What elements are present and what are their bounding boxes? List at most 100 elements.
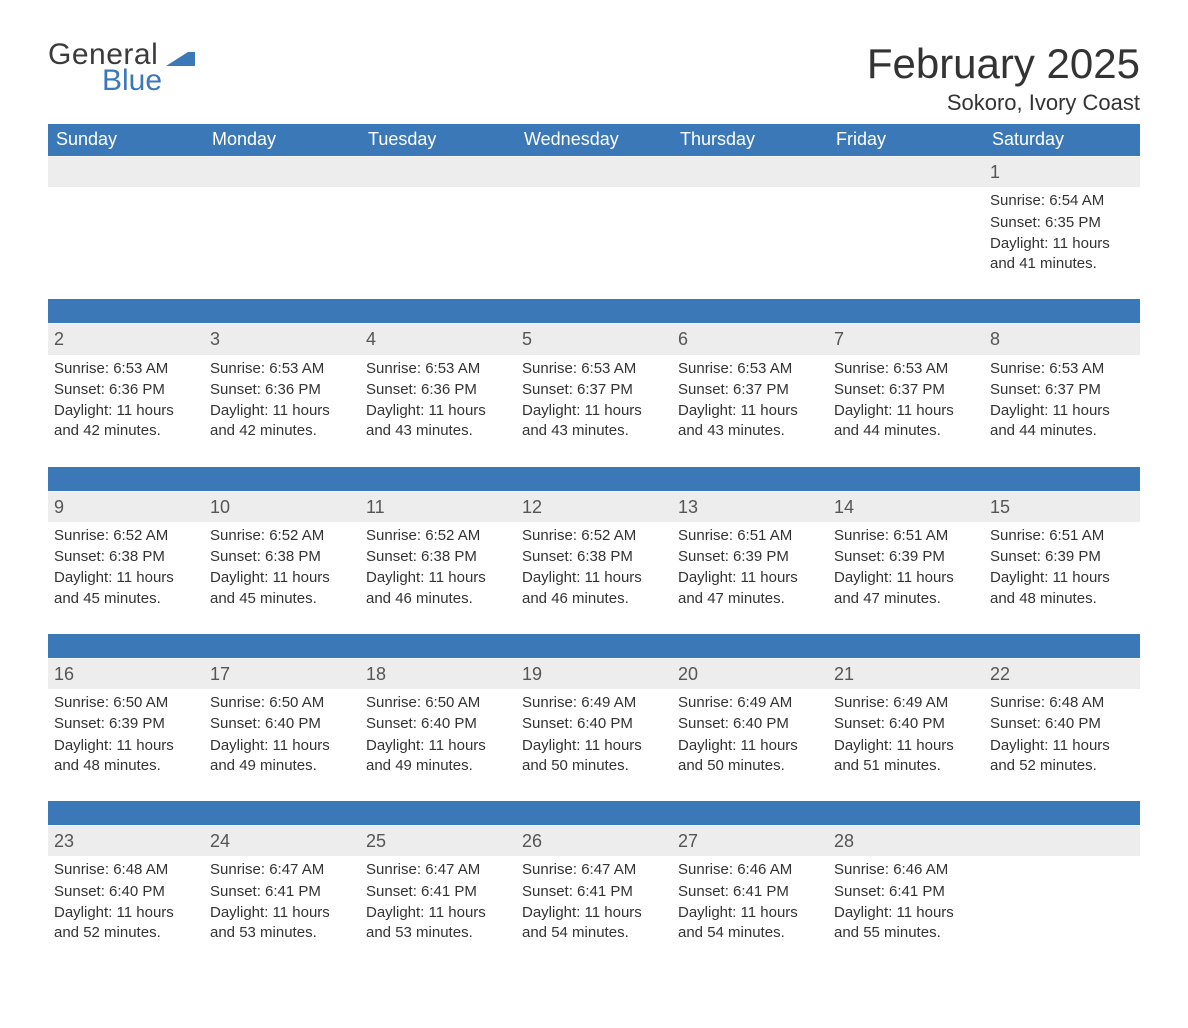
day-number: 26 bbox=[516, 826, 672, 856]
calendar-table: SundayMondayTuesdayWednesdayThursdayFrid… bbox=[48, 124, 1140, 968]
calendar-cell: Sunrise: 6:48 AMSunset: 6:40 PMDaylight:… bbox=[48, 856, 204, 968]
sunrise-line: Sunrise: 6:53 AM bbox=[54, 359, 196, 379]
sunset-line: Sunset: 6:41 PM bbox=[678, 882, 820, 902]
calendar-cell: Sunrise: 6:46 AMSunset: 6:41 PMDaylight:… bbox=[828, 856, 984, 968]
daylight-line: Daylight: 11 hours and 52 minutes. bbox=[54, 903, 196, 944]
daylight-line: Daylight: 11 hours and 42 minutes. bbox=[210, 401, 352, 442]
weekday-header: Sunday bbox=[48, 124, 204, 157]
sunrise-line: Sunrise: 6:48 AM bbox=[990, 693, 1132, 713]
day-number: 24 bbox=[204, 826, 360, 856]
daylight-line: Daylight: 11 hours and 43 minutes. bbox=[522, 401, 664, 442]
sunset-line: Sunset: 6:38 PM bbox=[366, 547, 508, 567]
calendar-cell: Sunrise: 6:50 AMSunset: 6:39 PMDaylight:… bbox=[48, 689, 204, 801]
daylight-line: Daylight: 11 hours and 45 minutes. bbox=[54, 568, 196, 609]
day-number: 5 bbox=[516, 324, 672, 354]
week-separator bbox=[48, 299, 1140, 324]
daylight-line: Daylight: 11 hours and 54 minutes. bbox=[678, 903, 820, 944]
title-block: February 2025 Sokoro, Ivory Coast bbox=[867, 40, 1140, 116]
calendar-cell: Sunrise: 6:47 AMSunset: 6:41 PMDaylight:… bbox=[204, 856, 360, 968]
calendar-header-row: SundayMondayTuesdayWednesdayThursdayFrid… bbox=[48, 124, 1140, 157]
day-number: 9 bbox=[48, 492, 204, 522]
sunset-line: Sunset: 6:41 PM bbox=[366, 882, 508, 902]
brand-flag-icon bbox=[166, 48, 200, 77]
day-number: 16 bbox=[48, 659, 204, 689]
daylight-line: Daylight: 11 hours and 46 minutes. bbox=[522, 568, 664, 609]
sunrise-line: Sunrise: 6:54 AM bbox=[990, 191, 1132, 211]
sunset-line: Sunset: 6:38 PM bbox=[54, 547, 196, 567]
day-number: 7 bbox=[828, 324, 984, 354]
calendar-cell: Sunrise: 6:50 AMSunset: 6:40 PMDaylight:… bbox=[204, 689, 360, 801]
sunrise-line: Sunrise: 6:51 AM bbox=[678, 526, 820, 546]
sunset-line: Sunset: 6:39 PM bbox=[834, 547, 976, 567]
calendar-cell: Sunrise: 6:49 AMSunset: 6:40 PMDaylight:… bbox=[516, 689, 672, 801]
sunset-line: Sunset: 6:35 PM bbox=[990, 213, 1132, 233]
week-content-row: Sunrise: 6:50 AMSunset: 6:39 PMDaylight:… bbox=[48, 689, 1140, 801]
daylight-line: Daylight: 11 hours and 43 minutes. bbox=[366, 401, 508, 442]
sunrise-line: Sunrise: 6:50 AM bbox=[54, 693, 196, 713]
day-number: 15 bbox=[984, 492, 1140, 522]
sunrise-line: Sunrise: 6:50 AM bbox=[366, 693, 508, 713]
sunset-line: Sunset: 6:40 PM bbox=[366, 714, 508, 734]
week-separator bbox=[48, 467, 1140, 492]
day-number: 19 bbox=[516, 659, 672, 689]
calendar-cell bbox=[672, 187, 828, 299]
sunset-line: Sunset: 6:40 PM bbox=[210, 714, 352, 734]
weekday-header: Tuesday bbox=[360, 124, 516, 157]
sunrise-line: Sunrise: 6:52 AM bbox=[54, 526, 196, 546]
sunset-line: Sunset: 6:36 PM bbox=[366, 380, 508, 400]
sunrise-line: Sunrise: 6:47 AM bbox=[210, 860, 352, 880]
day-number: 8 bbox=[984, 324, 1140, 354]
calendar-cell: Sunrise: 6:52 AMSunset: 6:38 PMDaylight:… bbox=[360, 522, 516, 634]
calendar-cell: Sunrise: 6:47 AMSunset: 6:41 PMDaylight:… bbox=[360, 856, 516, 968]
day-number: 20 bbox=[672, 659, 828, 689]
day-number: 6 bbox=[672, 324, 828, 354]
daylight-line: Daylight: 11 hours and 46 minutes. bbox=[366, 568, 508, 609]
sunrise-line: Sunrise: 6:47 AM bbox=[366, 860, 508, 880]
day-number: 10 bbox=[204, 492, 360, 522]
day-number-row: 2324252627280 bbox=[48, 826, 1140, 857]
daylight-line: Daylight: 11 hours and 49 minutes. bbox=[366, 736, 508, 777]
location-subtitle: Sokoro, Ivory Coast bbox=[867, 90, 1140, 116]
day-number: 13 bbox=[672, 492, 828, 522]
month-year-title: February 2025 bbox=[867, 40, 1140, 88]
calendar-cell bbox=[984, 856, 1140, 968]
calendar-cell: Sunrise: 6:53 AMSunset: 6:36 PMDaylight:… bbox=[48, 355, 204, 467]
sunset-line: Sunset: 6:41 PM bbox=[522, 882, 664, 902]
daylight-line: Daylight: 11 hours and 41 minutes. bbox=[990, 234, 1132, 275]
brand-text: General Blue bbox=[48, 40, 162, 96]
daylight-line: Daylight: 11 hours and 48 minutes. bbox=[54, 736, 196, 777]
weekday-header: Thursday bbox=[672, 124, 828, 157]
calendar-cell: Sunrise: 6:50 AMSunset: 6:40 PMDaylight:… bbox=[360, 689, 516, 801]
weekday-header: Friday bbox=[828, 124, 984, 157]
calendar-cell bbox=[360, 187, 516, 299]
sunrise-line: Sunrise: 6:53 AM bbox=[990, 359, 1132, 379]
weekday-header: Wednesday bbox=[516, 124, 672, 157]
day-number: 22 bbox=[984, 659, 1140, 689]
calendar-cell: Sunrise: 6:53 AMSunset: 6:37 PMDaylight:… bbox=[516, 355, 672, 467]
daylight-line: Daylight: 11 hours and 50 minutes. bbox=[678, 736, 820, 777]
calendar-cell: Sunrise: 6:53 AMSunset: 6:37 PMDaylight:… bbox=[672, 355, 828, 467]
sunrise-line: Sunrise: 6:47 AM bbox=[522, 860, 664, 880]
daylight-line: Daylight: 11 hours and 47 minutes. bbox=[834, 568, 976, 609]
calendar-cell: Sunrise: 6:53 AMSunset: 6:36 PMDaylight:… bbox=[360, 355, 516, 467]
day-number: 27 bbox=[672, 826, 828, 856]
weekday-header: Saturday bbox=[984, 124, 1140, 157]
sunset-line: Sunset: 6:41 PM bbox=[834, 882, 976, 902]
day-number: 4 bbox=[360, 324, 516, 354]
day-number: 12 bbox=[516, 492, 672, 522]
sunrise-line: Sunrise: 6:52 AM bbox=[522, 526, 664, 546]
header-bar: General Blue February 2025 Sokoro, Ivory… bbox=[48, 40, 1140, 116]
sunset-line: Sunset: 6:36 PM bbox=[54, 380, 196, 400]
calendar-cell bbox=[204, 187, 360, 299]
day-number: 11 bbox=[360, 492, 516, 522]
daylight-line: Daylight: 11 hours and 54 minutes. bbox=[522, 903, 664, 944]
calendar-cell: Sunrise: 6:47 AMSunset: 6:41 PMDaylight:… bbox=[516, 856, 672, 968]
calendar-cell: Sunrise: 6:51 AMSunset: 6:39 PMDaylight:… bbox=[984, 522, 1140, 634]
calendar-cell: Sunrise: 6:52 AMSunset: 6:38 PMDaylight:… bbox=[516, 522, 672, 634]
sunset-line: Sunset: 6:39 PM bbox=[54, 714, 196, 734]
daylight-line: Daylight: 11 hours and 53 minutes. bbox=[210, 903, 352, 944]
daylight-line: Daylight: 11 hours and 47 minutes. bbox=[678, 568, 820, 609]
sunset-line: Sunset: 6:37 PM bbox=[678, 380, 820, 400]
sunset-line: Sunset: 6:41 PM bbox=[210, 882, 352, 902]
calendar-cell: Sunrise: 6:52 AMSunset: 6:38 PMDaylight:… bbox=[48, 522, 204, 634]
